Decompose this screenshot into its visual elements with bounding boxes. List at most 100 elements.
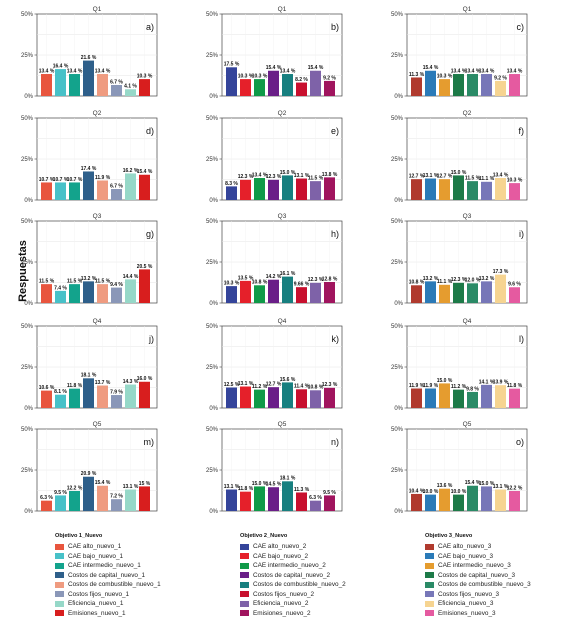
data-label-costos-de-combustible: 11.5 % [95, 279, 111, 285]
panel-title: Q2 [278, 110, 287, 117]
y-tick-label: 50% [21, 324, 34, 330]
data-label-costos-fijos: 13.2 % [479, 276, 495, 282]
data-label-costos-de-capital: 12.3 % [451, 277, 467, 283]
legend-item: Costos fijos_nuevo_2 [240, 590, 346, 600]
panel-title: Q2 [463, 110, 472, 117]
data-label-costos-de-combustible: 13.4 % [280, 68, 296, 74]
panel-letter: j) [148, 334, 154, 344]
y-tick-label: 0% [394, 406, 403, 412]
bar-costos-fijos [111, 395, 122, 408]
panel-title: Q5 [278, 421, 287, 428]
bar-costos-de-capital [453, 494, 464, 511]
bar-cae-intermedio [254, 178, 265, 200]
bar-eficiencia [310, 181, 321, 200]
data-label-cae-intermedio: 11.1 % [437, 279, 453, 285]
bar-costos-fijos [296, 82, 307, 96]
y-tick-label: 50% [21, 116, 34, 122]
data-label-costos-de-combustible: 16.1 % [280, 271, 296, 277]
data-label-cae-bajo: 13.5 % [238, 275, 254, 281]
bar-costos-de-capital [268, 487, 279, 511]
legend-item: Eficiencia_nuevo_3 [425, 599, 531, 609]
data-label-costos-fijos: 11.1 % [479, 176, 495, 182]
y-tick-label: 0% [209, 509, 218, 515]
data-label-costos-de-capital: 21.6 % [81, 55, 97, 61]
data-label-cae-intermedio: 10.7 % [67, 177, 83, 183]
y-tick-label: 25% [206, 53, 219, 59]
bar-cae-bajo [55, 69, 66, 96]
data-label-cae-intermedio: 13.4 % [67, 68, 83, 74]
data-label-cae-intermedio: 13.6 % [437, 483, 453, 489]
bar-cae-bajo [240, 79, 251, 96]
bar-cae-alto [41, 182, 52, 200]
data-label-costos-de-combustible: 11.5 % [465, 176, 481, 182]
data-label-cae-intermedio: 11.5 % [67, 279, 83, 285]
panel-m: Q5 0% 25% 50% 6.3 %9.5 %12.2 % 20.9 % 15.4 % 7.… [21, 421, 158, 515]
bar-cae-bajo [425, 178, 436, 200]
legend-label: Costos de capital_nuevo_2 [253, 571, 331, 579]
data-label-eficiencia: 4.1 % [124, 84, 137, 90]
panel-c: Q10%25%50%11.3 %15.4 %10.3 %13.4 %13.4 %… [391, 6, 528, 100]
data-label-cae-alto: 10.4 % [409, 488, 425, 494]
data-label-costos-fijos: 11.4 % [294, 384, 310, 390]
y-tick-label: 25% [206, 157, 219, 163]
data-label-emisiones: 15.4 % [137, 169, 153, 175]
bar-emisiones [324, 387, 335, 408]
y-tick-label: 25% [206, 260, 219, 266]
data-label-costos-de-combustible: 12.0 % [465, 278, 481, 284]
y-tick-label: 50% [206, 219, 219, 225]
data-label-eficiencia: 14.4 % [123, 274, 139, 280]
data-label-costos-de-capital: 13.2 % [81, 276, 97, 282]
data-label-cae-bajo: 16.4 % [53, 64, 69, 70]
y-tick-label: 25% [391, 53, 404, 59]
data-label-eficiencia: 10.8 % [308, 385, 324, 391]
legend-item: CAE alto_nuevo_3 [425, 542, 531, 552]
bar-cae-intermedio [439, 383, 450, 408]
bar-cae-bajo [55, 495, 66, 511]
legend-label: Costos de combustible_nuevo_3 [438, 581, 531, 589]
bar-costos-fijos [296, 389, 307, 408]
bar-emisiones [139, 381, 150, 408]
bar-emisiones [509, 74, 520, 96]
legend-title: Objetivo 3_Nuevo [425, 533, 473, 539]
legend-swatch [240, 543, 249, 550]
legend-label: Costos fijos_nuevo_1 [68, 590, 130, 598]
data-label-cae-intermedio: 10.8 % [252, 280, 268, 286]
legend-item: CAE intermedio_nuevo_3 [425, 561, 531, 571]
data-label-costos-de-combustible: 13.4 % [465, 68, 481, 74]
data-label-costos-de-combustible: 15.4 % [95, 480, 111, 486]
bar-emisiones [509, 287, 520, 303]
y-tick-label: 50% [206, 12, 219, 18]
y-tick-label: 25% [21, 260, 34, 266]
bar-cae-alto [226, 489, 237, 511]
legend-label: Emisiones_nuevo_3 [438, 609, 496, 617]
bar-emisiones [324, 495, 335, 511]
bar-cae-intermedio [439, 79, 450, 96]
bar-costos-fijos [296, 492, 307, 511]
panel-letter: a) [146, 22, 154, 32]
bar-costos-fijos [296, 287, 307, 303]
data-label-cae-alto: 10.7 % [39, 177, 55, 183]
legend-title: Objetivo 1_Nuevo [55, 533, 103, 539]
y-tick-label: 50% [391, 427, 404, 433]
bar-costos-de-capital [453, 175, 464, 200]
bar-costos-fijos [481, 486, 492, 511]
bar-costos-de-combustible [97, 74, 108, 96]
legend-swatch [55, 600, 64, 607]
legend-swatch [240, 600, 249, 607]
data-label-cae-alto: 10.3 % [224, 281, 240, 287]
y-tick-label: 25% [21, 468, 34, 474]
legend-label: Emisiones_nuevo_1 [68, 609, 126, 617]
data-label-cae-bajo: 9.5 % [54, 490, 67, 496]
legend-label: Emisiones_nuevo_2 [253, 609, 311, 617]
data-label-cae-intermedio: 11.2 % [252, 384, 268, 390]
y-tick-label: 50% [206, 427, 219, 433]
legend-item: Costos de combustible_nuevo_1 [55, 580, 161, 590]
data-label-emisiones: 15 % [139, 481, 151, 487]
panel-l: Q40%25%50%11.9 %11.9 %15.0 %11.2 % 9.8 %1… [391, 318, 528, 412]
panel-b: Q10%25%50%17.5 %10.3 %10.3 %15.4 %13.4 %… [206, 6, 343, 100]
bar-emisiones [324, 80, 335, 96]
data-label-eficiencia: 16.2 % [123, 168, 139, 174]
data-label-cae-intermedio: 12.7 % [437, 174, 453, 180]
legend-label: Costos de combustible_nuevo_1 [68, 581, 161, 589]
data-label-cae-bajo: 8.1 % [54, 389, 67, 395]
